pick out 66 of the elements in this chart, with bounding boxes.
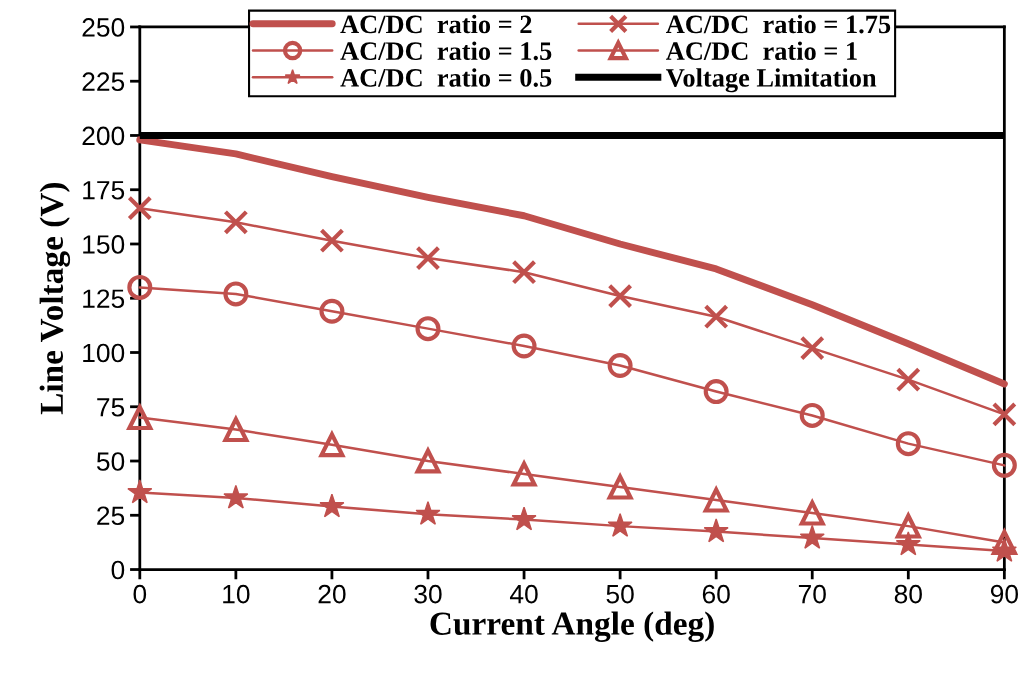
x-tick-label: 90 xyxy=(990,584,1018,604)
point xyxy=(415,245,441,271)
point xyxy=(799,524,825,549)
point xyxy=(511,506,537,531)
point xyxy=(895,367,921,393)
point xyxy=(127,479,153,504)
y-tick-label: 50 xyxy=(96,452,125,471)
point xyxy=(127,274,153,300)
point xyxy=(415,316,441,342)
y-tick-label: 175 xyxy=(83,181,125,200)
y-axis-title: Line Voltage (V) xyxy=(39,183,71,415)
point xyxy=(991,401,1017,427)
x-tick-label: 20 xyxy=(318,584,346,604)
point xyxy=(223,209,249,235)
point xyxy=(607,283,633,309)
y-tick-label: 75 xyxy=(97,398,125,417)
point xyxy=(511,259,537,285)
point xyxy=(319,298,345,324)
x-tick-label: 60 xyxy=(702,584,730,604)
legend-label: AC/DC ratio = 1.5 xyxy=(340,41,552,61)
point xyxy=(991,537,1017,562)
y-tick-label: 125 xyxy=(83,289,125,309)
point xyxy=(799,335,825,361)
point xyxy=(799,402,825,428)
point xyxy=(319,493,345,518)
point xyxy=(510,459,538,487)
point xyxy=(607,512,633,537)
y-tick-label: 100 xyxy=(83,343,125,363)
point xyxy=(895,531,921,556)
point xyxy=(895,431,921,457)
point xyxy=(703,518,729,543)
point xyxy=(702,485,730,513)
point xyxy=(223,484,249,509)
legend-label: AC/DC ratio = 2 xyxy=(340,14,532,34)
legend-label: AC/DC ratio = 0.5 xyxy=(340,68,552,87)
y-tick-label: 250 xyxy=(82,18,125,37)
y-tick-label: 0 xyxy=(111,560,125,580)
point xyxy=(319,228,345,254)
point xyxy=(511,333,537,359)
y-tick-label: 150 xyxy=(83,235,125,254)
legend-label: AC/DC ratio = 1 xyxy=(666,41,857,61)
point xyxy=(703,304,729,330)
x-tick-label: 50 xyxy=(606,584,634,604)
point xyxy=(991,452,1017,478)
x-tick-label: 70 xyxy=(798,584,826,604)
x-axis-title: Current Angle (deg) xyxy=(430,611,714,642)
point xyxy=(414,446,442,474)
point xyxy=(606,472,634,500)
y-tick-label: 200 xyxy=(82,126,125,146)
legend-label: AC/DC ratio = 1.75 xyxy=(666,14,891,34)
point xyxy=(223,281,249,307)
x-tick-label: 80 xyxy=(894,584,922,604)
point xyxy=(607,353,633,379)
point xyxy=(990,527,1018,555)
y-tick-label: 25 xyxy=(97,506,125,526)
x-tick-label: 0 xyxy=(133,584,147,604)
x-tick-label: 30 xyxy=(414,584,442,604)
x-tick-label: 40 xyxy=(509,584,538,604)
point xyxy=(798,498,826,526)
point xyxy=(894,511,922,539)
point xyxy=(415,500,441,525)
legend-label: Voltage Limitation xyxy=(666,68,877,93)
point xyxy=(703,379,729,405)
x-tick-label: 10 xyxy=(223,584,250,604)
point xyxy=(127,195,153,221)
y-tick-label: 225 xyxy=(82,72,125,92)
